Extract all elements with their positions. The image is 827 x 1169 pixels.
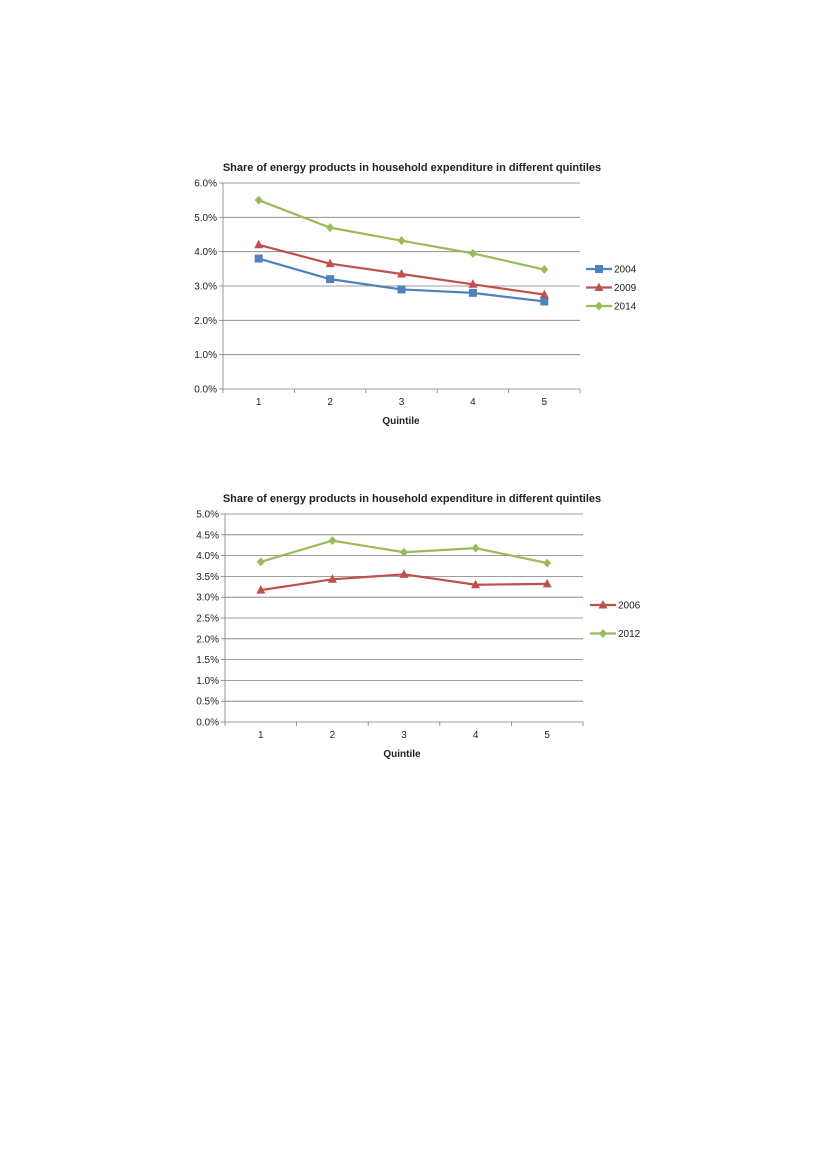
- data-point-2009: [397, 268, 406, 278]
- data-point-2014: [397, 236, 406, 246]
- data-point-2014: [326, 223, 335, 233]
- y-tick-label: 4.0%: [194, 247, 217, 258]
- data-point-2009: [325, 258, 335, 268]
- legend-marker-2014: [595, 301, 603, 311]
- y-tick-label: 3.0%: [194, 282, 217, 293]
- x-tick-label: 3: [399, 397, 405, 408]
- data-point-2012: [256, 557, 265, 567]
- chart-title: Share of energy products in household ex…: [223, 493, 601, 505]
- chart-title: Share of energy products in household ex…: [223, 162, 601, 174]
- y-tick-label: 4.5%: [196, 530, 219, 541]
- data-point-2006: [399, 569, 409, 578]
- chart-top: Share of energy products in household ex…: [194, 162, 636, 427]
- y-tick-label: 4.0%: [196, 551, 219, 562]
- data-point-2009: [468, 279, 478, 288]
- data-point-2006: [256, 585, 266, 594]
- y-tick-label: 1.0%: [196, 676, 219, 687]
- x-tick-label: 5: [544, 730, 550, 741]
- y-tick-label: 1.0%: [194, 350, 217, 361]
- legend-marker-2009: [594, 282, 604, 291]
- data-point-2009: [254, 239, 264, 249]
- x-tick-label: 4: [470, 397, 476, 408]
- x-tick-label: 4: [473, 730, 479, 741]
- y-tick-label: 2.0%: [194, 316, 217, 327]
- data-point-2012: [543, 558, 552, 568]
- y-tick-label: 0.0%: [194, 385, 217, 396]
- data-point-2006: [471, 579, 481, 589]
- data-point-2014: [468, 248, 477, 258]
- x-tick-label: 3: [401, 730, 407, 741]
- y-tick-label: 3.0%: [196, 593, 219, 604]
- legend-marker-2004: [595, 265, 603, 273]
- data-point-2012: [471, 543, 480, 553]
- x-axis-label: Quintile: [382, 416, 420, 427]
- legend-label-2009: 2009: [614, 283, 637, 294]
- data-point-2006: [542, 578, 552, 588]
- data-point-2004: [468, 288, 477, 297]
- data-point-2004: [254, 254, 263, 263]
- series-line-2004: [258, 257, 545, 303]
- y-tick-label: 6.0%: [194, 179, 217, 190]
- y-tick-label: 1.5%: [196, 655, 219, 666]
- y-tick-label: 3.5%: [196, 572, 219, 583]
- legend-label-2006: 2006: [618, 601, 641, 612]
- x-axis-label: Quintile: [383, 749, 421, 760]
- data-point-2014: [254, 195, 263, 205]
- data-point-2014: [540, 265, 549, 275]
- x-tick-label: 2: [327, 397, 333, 408]
- legend-marker-2006: [598, 600, 608, 609]
- chart-bottom: Share of energy products in household ex…: [196, 493, 640, 760]
- series-line-2014: [258, 199, 545, 271]
- data-point-2012: [400, 547, 408, 557]
- legend-label-2012: 2012: [618, 629, 641, 640]
- legend-label-2004: 2004: [614, 265, 637, 276]
- y-tick-label: 0.0%: [196, 718, 219, 729]
- y-tick-label: 5.0%: [196, 510, 219, 521]
- x-tick-label: 5: [542, 397, 548, 408]
- x-tick-label: 2: [330, 730, 336, 741]
- data-point-2004: [326, 275, 335, 284]
- legend-marker-2012: [599, 629, 607, 638]
- x-tick-label: 1: [258, 730, 264, 741]
- y-tick-label: 2.5%: [196, 614, 219, 625]
- y-tick-label: 2.0%: [196, 634, 219, 645]
- data-point-2006: [327, 574, 337, 583]
- data-point-2004: [540, 297, 549, 306]
- y-tick-label: 5.0%: [194, 213, 217, 224]
- data-point-2004: [397, 285, 406, 294]
- y-tick-label: 0.5%: [196, 697, 219, 708]
- x-tick-label: 1: [256, 397, 262, 408]
- data-point-2009: [539, 289, 549, 299]
- legend-label-2014: 2014: [614, 302, 637, 313]
- data-point-2012: [328, 536, 337, 546]
